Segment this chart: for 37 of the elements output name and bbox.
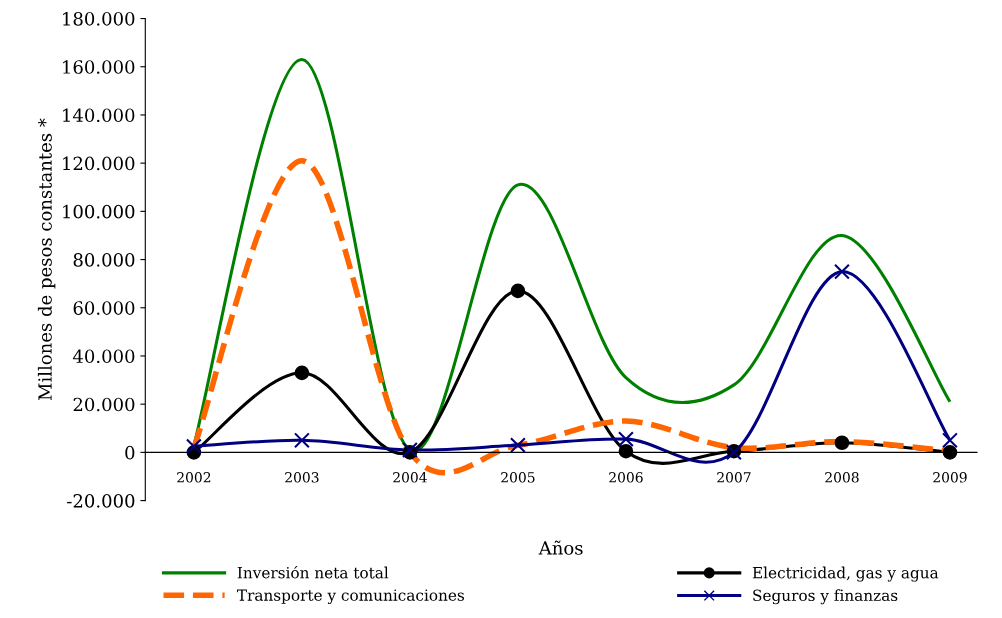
x-tick-label: 2006 xyxy=(609,472,643,483)
x-tick-label: 2004 xyxy=(393,472,427,483)
point xyxy=(617,431,634,448)
point xyxy=(833,263,850,280)
y-tick-label: 60.000 xyxy=(73,301,135,315)
y-tick-label: 20.000 xyxy=(73,397,135,412)
y-tick-label: 80.000 xyxy=(73,253,135,267)
y-axis-title: Millones de pesos constantes * xyxy=(37,118,56,401)
point xyxy=(294,365,310,381)
legend-label: Transporte y comunicaciones xyxy=(237,589,464,605)
point xyxy=(834,435,850,451)
y-tick-label: 180.000 xyxy=(63,12,135,26)
y-tick-label: 0 xyxy=(125,445,135,460)
point xyxy=(509,437,526,454)
legend-label: Electricidad, gas y agua xyxy=(752,566,939,582)
point xyxy=(185,438,202,455)
point xyxy=(941,432,958,449)
x-axis-title: Años xyxy=(538,540,583,555)
x-tick-label: 2002 xyxy=(177,472,211,483)
point xyxy=(293,432,310,449)
y-tick-label: -20.000 xyxy=(67,494,135,508)
y-tick-label: 140.000 xyxy=(63,108,135,123)
y-tick-label: 40.000 xyxy=(72,349,135,364)
legend-label: Seguros y finanzas xyxy=(753,589,898,605)
legend-label: Inversión neta total xyxy=(237,565,389,579)
x-tick-label: 2008 xyxy=(825,472,859,483)
x-tick-label: 2009 xyxy=(933,472,967,483)
point xyxy=(618,443,634,459)
x-tick-label: 2007 xyxy=(717,472,751,483)
x-tick-label: 2005 xyxy=(501,472,535,483)
y-tick-label: 100.000 xyxy=(63,204,135,219)
point xyxy=(942,445,958,460)
x-tick-label: 2003 xyxy=(285,472,319,483)
y-tick-label: 160.000 xyxy=(63,60,135,74)
point xyxy=(510,283,526,299)
y-tick-label: 120.000 xyxy=(63,156,135,171)
point xyxy=(401,441,418,458)
